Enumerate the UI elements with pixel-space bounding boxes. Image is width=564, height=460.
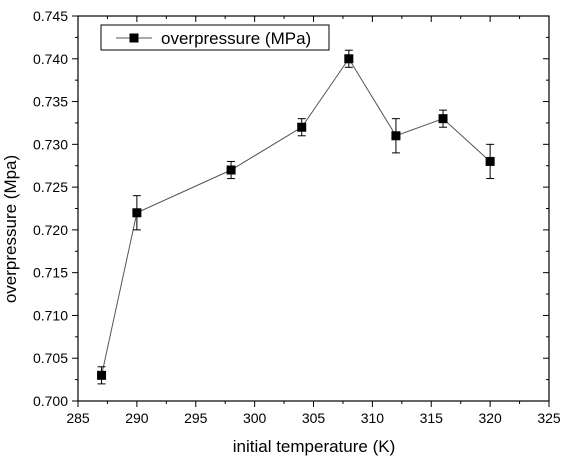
data-point [97, 370, 107, 380]
x-tick-label: 310 [361, 410, 385, 426]
x-tick-label: 285 [66, 410, 90, 426]
y-tick-label: 0.720 [33, 222, 68, 238]
x-axis-ticks: 285 290 295 300 305 310 315 320 325 [66, 16, 561, 426]
y-axis-ticks: 0.700 0.705 0.710 0.715 0.720 0.725 0.730 0.735… [33, 8, 549, 409]
x-axis-title: initial temperature (K) [233, 437, 396, 456]
plot-frame [77, 15, 550, 402]
axes [77, 15, 550, 402]
y-tick-label: 0.710 [33, 307, 68, 323]
series-line [101, 57, 491, 376]
data-point [391, 131, 401, 141]
x-tick-label: 295 [184, 410, 208, 426]
x-tick-label: 315 [420, 410, 444, 426]
x-tick-label: 300 [243, 410, 267, 426]
y-tick-label: 0.700 [33, 393, 68, 409]
series-layer [97, 49, 495, 385]
x-tick-label: 325 [537, 410, 561, 426]
x-tick-label: 320 [478, 410, 502, 426]
legend-marker [129, 33, 139, 43]
data-point [297, 122, 307, 132]
y-axis-title: overpressure (Mpa) [1, 155, 20, 303]
y-tick-label: 0.725 [33, 179, 68, 195]
y-tick-label: 0.735 [33, 94, 68, 110]
y-tick-label: 0.705 [33, 350, 68, 366]
data-point [132, 208, 142, 218]
y-tick-label: 0.745 [33, 8, 68, 24]
x-tick-label: 305 [302, 410, 326, 426]
x-tick-label: 290 [125, 410, 149, 426]
legend-label: overpressure (MPa) [161, 29, 311, 48]
data-point [485, 156, 495, 166]
legend: overpressure (MPa) [100, 24, 330, 51]
data-point [438, 114, 448, 124]
data-point [226, 165, 236, 175]
y-tick-label: 0.715 [33, 265, 68, 281]
y-tick-label: 0.740 [33, 51, 68, 67]
data-point [344, 54, 354, 64]
y-tick-label: 0.730 [33, 136, 68, 152]
